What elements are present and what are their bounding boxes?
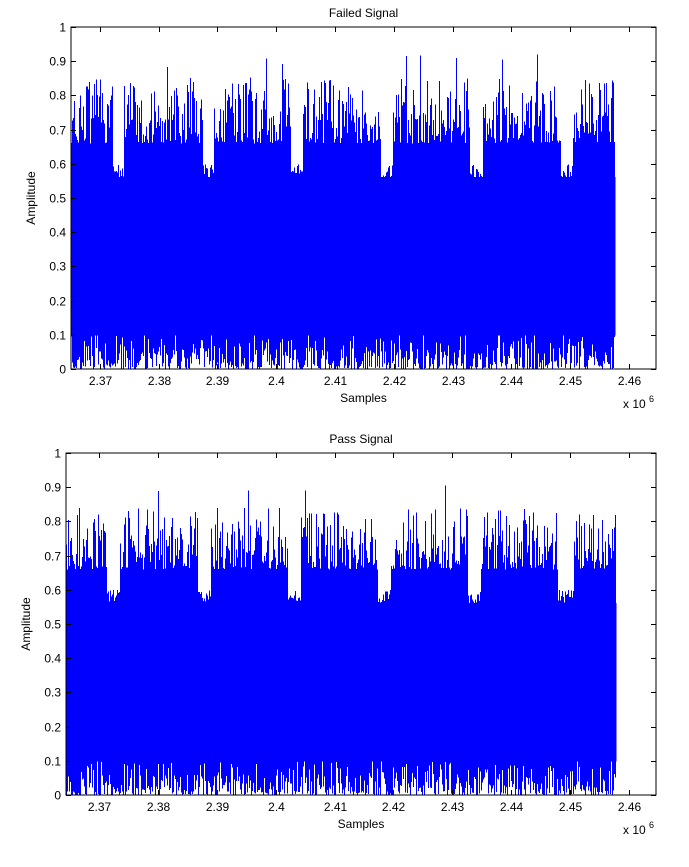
y-tick-label: 0.6 bbox=[49, 158, 66, 172]
x-tick-label: 2.4 bbox=[268, 800, 285, 814]
x-tick-label: 2.41 bbox=[324, 374, 348, 388]
x-tick-label: 2.38 bbox=[147, 800, 171, 814]
y-tick-label: 0.1 bbox=[49, 329, 66, 343]
x-tick-label: 2.4 bbox=[268, 374, 285, 388]
y-tick-label: 0.7 bbox=[44, 550, 61, 564]
y-tick-label: 0 bbox=[59, 363, 66, 377]
y-tick-label: 0.9 bbox=[44, 481, 61, 495]
x-tick-label: 2.46 bbox=[618, 374, 642, 388]
y-axis-label: Amplitude bbox=[24, 171, 38, 225]
x-tick-label: 2.44 bbox=[500, 800, 524, 814]
chart-failed-signal: 0 0.1 0.2 0.3 0.4 0.5 0.6 0.7 0.8 0.9 1 2.37 2.38 2.3… bbox=[24, 6, 657, 411]
y-tick-label: 0.8 bbox=[49, 89, 66, 103]
y-tick-label: 0.6 bbox=[44, 584, 61, 598]
signal-body bbox=[70, 176, 616, 336]
y-tick-label: 0.5 bbox=[44, 618, 61, 632]
x-tick-label: 2.39 bbox=[206, 374, 230, 388]
x-tick-label: 2.44 bbox=[500, 374, 524, 388]
x-axis-exponent: x 10 bbox=[623, 397, 646, 411]
chart-pass-signal: 0 0.1 0.2 0.3 0.4 0.5 0.6 0.7 0.8 0.9 1 2.37 2.38 2.3… bbox=[19, 432, 657, 837]
y-tick-label: 0.2 bbox=[49, 295, 66, 309]
y-tick-label: 0.4 bbox=[44, 652, 61, 666]
x-axis-exponent: x 10 bbox=[623, 823, 646, 837]
y-tick-label: 0.1 bbox=[44, 755, 61, 769]
x-tick-label: 2.45 bbox=[559, 800, 583, 814]
signal-body bbox=[65, 602, 617, 762]
x-tick-label: 2.43 bbox=[441, 800, 465, 814]
y-tick-label: 0.3 bbox=[44, 686, 61, 700]
y-tick-label: 0.3 bbox=[49, 260, 66, 274]
y-tick-label: 0.5 bbox=[49, 192, 66, 206]
x-tick-label: 2.38 bbox=[148, 374, 172, 388]
signal-series bbox=[65, 485, 617, 795]
x-tick-label: 2.43 bbox=[442, 374, 466, 388]
signal-series bbox=[70, 54, 616, 369]
x-tick-label: 2.37 bbox=[89, 374, 113, 388]
chart-title: Pass Signal bbox=[329, 432, 392, 446]
y-tick-label: 0.9 bbox=[49, 55, 66, 69]
y-tick-label: 0.2 bbox=[44, 721, 61, 735]
x-tick-label: 2.42 bbox=[383, 374, 407, 388]
y-tick-label: 0.7 bbox=[49, 124, 66, 138]
y-tick-label: 0.8 bbox=[44, 515, 61, 529]
x-axis-label: Samples bbox=[340, 391, 387, 405]
x-axis-exponent-power: 6 bbox=[649, 820, 654, 830]
x-tick-label: 2.37 bbox=[88, 800, 112, 814]
x-tick-label: 2.42 bbox=[382, 800, 406, 814]
y-tick-label: 1 bbox=[59, 21, 66, 35]
x-axis-label: Samples bbox=[338, 817, 385, 831]
chart-title: Failed Signal bbox=[329, 6, 398, 20]
y-axis-label: Amplitude bbox=[19, 597, 33, 651]
x-axis-exponent-power: 6 bbox=[649, 394, 654, 404]
x-tick-label: 2.46 bbox=[618, 800, 642, 814]
y-tick-label: 0 bbox=[54, 789, 61, 803]
y-tick-label: 0.4 bbox=[49, 226, 66, 240]
x-tick-label: 2.39 bbox=[206, 800, 230, 814]
x-tick-label: 2.41 bbox=[324, 800, 348, 814]
y-tick-label: 1 bbox=[54, 447, 61, 461]
x-tick-label: 2.45 bbox=[559, 374, 583, 388]
